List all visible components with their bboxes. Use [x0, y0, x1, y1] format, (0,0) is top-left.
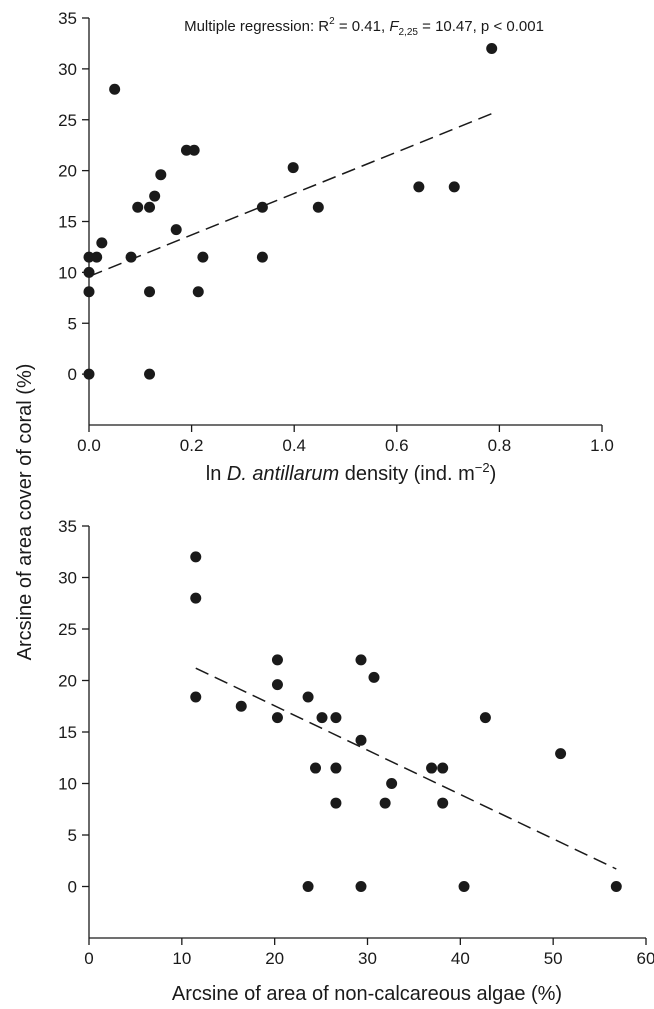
x-tick-label: 0.2 — [180, 436, 204, 455]
x-tick-label: 20 — [265, 949, 284, 968]
data-point — [355, 881, 367, 892]
data-point — [448, 181, 460, 193]
data-point — [355, 654, 367, 666]
data-point — [355, 734, 367, 746]
data-point — [190, 551, 202, 563]
data-point — [413, 181, 425, 193]
y-tick-label: 30 — [58, 60, 77, 79]
data-point — [486, 43, 498, 55]
y-tick-label: 25 — [58, 111, 77, 130]
data-point — [83, 286, 95, 298]
data-point — [379, 797, 391, 809]
data-point — [188, 144, 200, 156]
x-axis: 0.0 0.2 0.4 0.6 0.8 1.0 — [77, 424, 614, 455]
data-point — [192, 286, 204, 298]
x-tick-label: 0.0 — [77, 436, 101, 455]
y-tick-label: 0 — [68, 878, 77, 897]
data-points — [190, 551, 622, 892]
data-point — [83, 368, 95, 380]
x-tick-label: 50 — [544, 949, 563, 968]
x-axis-title: Arcsine of area of non-calcareous algae … — [172, 983, 562, 1005]
data-point — [144, 368, 156, 380]
data-point — [155, 169, 167, 181]
y-tick-label: 15 — [58, 723, 77, 742]
data-point — [91, 251, 103, 263]
data-point — [109, 83, 121, 95]
chart-regression-algae: 0 5 10 15 20 25 30 35 0 10 20 30 40 50 60 Arcsine of … — [58, 517, 654, 1005]
x-tick-label: 10 — [172, 949, 191, 968]
data-point — [610, 881, 622, 892]
data-point — [310, 762, 322, 774]
data-point — [190, 691, 202, 703]
data-point — [302, 691, 314, 703]
y-tick-label: 10 — [58, 263, 77, 282]
data-point — [479, 712, 491, 724]
data-point — [271, 712, 283, 724]
data-point — [302, 881, 314, 892]
data-point — [256, 201, 268, 213]
x-tick-label: 60 — [637, 949, 654, 968]
data-point — [426, 762, 438, 774]
data-point — [83, 251, 95, 263]
data-point — [386, 778, 398, 789]
shared-y-axis-title: Arcsine of area cover of coral (%) — [14, 364, 36, 661]
x-tick-label: 1.0 — [590, 436, 614, 455]
data-point — [190, 592, 202, 604]
data-point — [458, 881, 470, 892]
x-axis-title: ln D. antillarum density (ind. m−2) — [206, 460, 497, 485]
data-point — [330, 762, 342, 774]
data-point — [256, 251, 268, 263]
y-tick-label: 20 — [58, 162, 77, 181]
data-points — [83, 43, 498, 380]
data-point — [312, 201, 324, 213]
y-tick-label: 5 — [68, 314, 77, 333]
regression-line — [195, 667, 617, 870]
data-point — [144, 286, 156, 298]
data-point — [437, 797, 449, 809]
x-tick-label: 0 — [84, 949, 93, 968]
y-tick-label: 35 — [58, 517, 77, 536]
data-point — [235, 700, 247, 712]
x-tick-label: 40 — [451, 949, 470, 968]
x-axis: 0 10 20 30 40 50 60 — [84, 937, 654, 968]
data-point — [132, 201, 144, 213]
data-point — [330, 712, 342, 724]
y-tick-label: 5 — [68, 826, 77, 845]
data-point — [437, 762, 449, 774]
y-axis: 0 5 10 15 20 25 30 35 — [58, 9, 90, 425]
y-axis: 0 5 10 15 20 25 30 35 — [58, 517, 90, 938]
y-tick-label: 15 — [58, 213, 77, 232]
x-tick-label: 0.8 — [488, 436, 512, 455]
data-point — [555, 748, 567, 760]
data-point — [180, 144, 192, 156]
chart-regression-density: 0 5 10 15 20 25 30 35 0.0 0.2 0.4 0.6 0.8 1.0 Multip… — [58, 9, 614, 485]
x-tick-label: 0.4 — [282, 436, 306, 455]
data-point — [271, 654, 283, 666]
data-point — [197, 251, 209, 263]
regression-annotation: Multiple regression: R2 = 0.41, F2,25 = … — [184, 16, 544, 38]
data-point — [271, 679, 283, 691]
y-tick-label: 20 — [58, 672, 77, 691]
data-point — [368, 671, 380, 683]
data-point — [144, 201, 156, 213]
x-tick-label: 30 — [358, 949, 377, 968]
regression-line — [88, 112, 492, 278]
data-point — [96, 237, 108, 249]
data-point — [170, 224, 182, 236]
y-tick-label: 25 — [58, 620, 77, 639]
data-point — [149, 190, 161, 202]
y-tick-label: 0 — [68, 365, 77, 384]
data-point — [287, 162, 299, 174]
y-tick-label: 30 — [58, 569, 77, 588]
y-tick-label: 35 — [58, 9, 77, 28]
data-point — [330, 797, 342, 809]
y-tick-label: 10 — [58, 775, 77, 794]
data-point — [316, 712, 328, 724]
x-tick-label: 0.6 — [385, 436, 409, 455]
